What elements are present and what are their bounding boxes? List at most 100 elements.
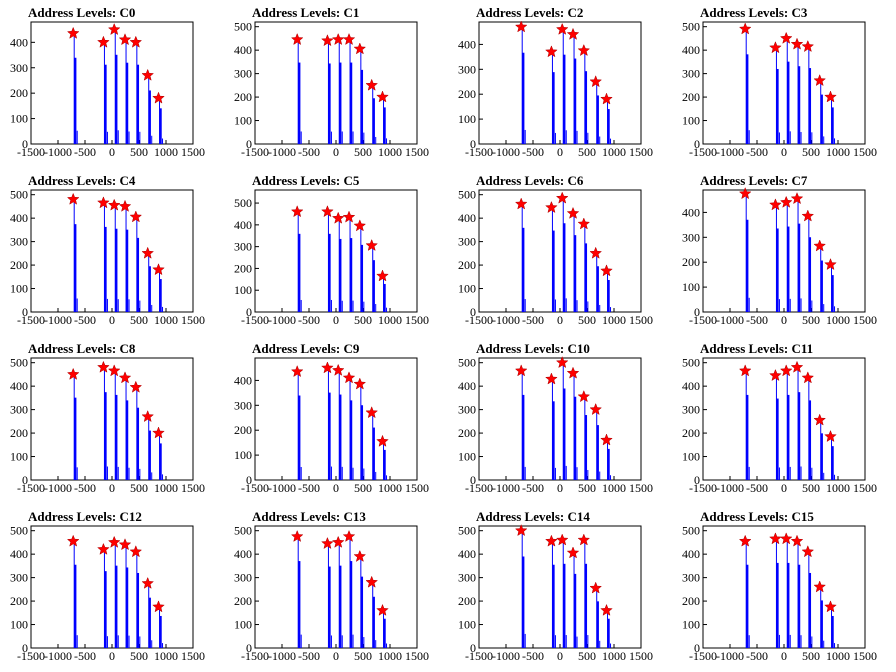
subplot-title: Address Levels: C11: [700, 341, 813, 356]
x-tick-label: 1000: [378, 649, 402, 663]
x-tick-label: 500: [802, 649, 820, 663]
subplot-10: Address Levels: C10 0 100 200 300 400 500 -1500…: [458, 341, 653, 495]
spike-bar: [372, 98, 375, 144]
x-tick-label: 500: [354, 313, 372, 327]
x-tick-label: 1500: [181, 481, 205, 495]
y-tick-label: 200: [682, 90, 700, 104]
peak-marker: [779, 364, 793, 377]
y-tick-label: 300: [234, 571, 252, 585]
spike-bar: [298, 62, 301, 144]
peak-marker: [141, 68, 155, 81]
subplot-title: Address Levels: C2: [476, 5, 583, 20]
x-tick-label: 500: [578, 145, 596, 159]
y-tick-label: 400: [458, 379, 476, 393]
y-tick-label: 100: [682, 280, 700, 294]
spike-bar: [584, 243, 588, 312]
x-tick-label: 0: [781, 145, 787, 159]
peak-marker: [97, 35, 110, 48]
spike-bar: [831, 615, 834, 648]
spike-bar: [126, 62, 129, 144]
spike-bar: [159, 443, 162, 480]
spike-bar: [136, 237, 140, 312]
y-tick-label: 200: [234, 423, 252, 437]
x-tick-label: -1500: [241, 481, 269, 495]
x-tick-label: -500: [298, 145, 320, 159]
y-tick-label: 500: [10, 188, 28, 202]
spike-bar: [383, 283, 386, 312]
spike-bar: [159, 279, 162, 312]
x-tick-label: 0: [557, 649, 563, 663]
peak-marker: [97, 542, 110, 555]
plot-frame: [478, 21, 642, 145]
peak-marker: [152, 263, 165, 276]
spike-bar: [820, 433, 823, 480]
peak-marker: [107, 198, 121, 211]
peak-marker: [66, 534, 80, 547]
spike-bar: [607, 618, 610, 648]
spike-bar: [787, 226, 790, 312]
peak-marker: [152, 600, 165, 613]
peak-marker: [321, 361, 334, 374]
subplot-title: Address Levels: C3: [700, 5, 808, 20]
x-tick-label: 1000: [378, 481, 402, 495]
peak-marker: [813, 239, 827, 252]
peak-marker: [321, 205, 334, 218]
x-tick-label: 0: [557, 313, 563, 327]
x-tick-label: -1500: [17, 481, 45, 495]
plot-frame: [702, 189, 866, 313]
y-tick-label: 100: [10, 112, 28, 126]
y-tick-label: 200: [682, 426, 700, 440]
x-tick-label: -1500: [465, 145, 493, 159]
peak-marker: [66, 192, 80, 205]
spike-bar: [328, 233, 331, 312]
spike-bar: [584, 563, 588, 648]
peak-marker: [141, 246, 155, 259]
y-tick-label: 300: [458, 571, 476, 585]
x-tick-label: -1000: [716, 649, 744, 663]
spike-bar: [148, 90, 151, 144]
x-tick-label: -1500: [241, 145, 269, 159]
peak-marker: [118, 33, 132, 46]
spike-bar: [372, 260, 375, 312]
spike-bar: [552, 401, 555, 480]
spike-bar: [808, 237, 812, 312]
spike-bar: [584, 71, 588, 144]
spike-bar: [136, 64, 140, 144]
y-tick-label: 500: [458, 356, 476, 370]
y-tick-label: 400: [10, 35, 28, 49]
peak-marker: [331, 535, 345, 548]
subplot-title: Address Levels: C10: [476, 341, 590, 356]
x-tick-label: 1000: [826, 313, 850, 327]
subplot-6: Address Levels: C60100200300400500-1500-…: [458, 173, 653, 327]
subplot-9: Address Levels: C9 0 100 200 300 400 -1500 -100…: [234, 341, 429, 495]
x-tick-label: -1500: [465, 649, 493, 663]
peak-marker: [514, 524, 528, 537]
y-tick-label: 0: [22, 305, 28, 319]
y-tick-label: 500: [10, 356, 28, 370]
y-tick-label: 400: [682, 43, 700, 57]
y-tick-label: 0: [22, 137, 28, 151]
x-tick-label: -1500: [17, 649, 45, 663]
x-tick-label: 0: [557, 481, 563, 495]
x-tick-label: -1500: [17, 313, 45, 327]
x-tick-label: -1500: [689, 481, 717, 495]
y-tick-label: 200: [458, 258, 476, 272]
peak-marker: [589, 75, 603, 88]
spike-bar: [360, 244, 364, 312]
x-tick-label: 1500: [405, 649, 429, 663]
spike-bar: [607, 448, 610, 480]
x-tick-label: 500: [802, 145, 820, 159]
spike-bar: [74, 397, 77, 480]
peak-marker: [353, 549, 367, 562]
peak-marker: [66, 367, 80, 380]
x-tick-label: 1000: [154, 481, 178, 495]
x-tick-label: -1500: [241, 313, 269, 327]
subplot-7: Address Levels: C7 0 100 200 300 400 -1500 -100…: [682, 173, 877, 327]
peak-marker: [353, 219, 367, 232]
y-tick-label: 0: [246, 137, 252, 151]
peak-marker: [107, 22, 121, 36]
peak-marker: [801, 371, 815, 384]
y-tick-label: 200: [458, 87, 476, 101]
x-tick-label: -1000: [44, 313, 72, 327]
peak-marker: [813, 413, 827, 426]
